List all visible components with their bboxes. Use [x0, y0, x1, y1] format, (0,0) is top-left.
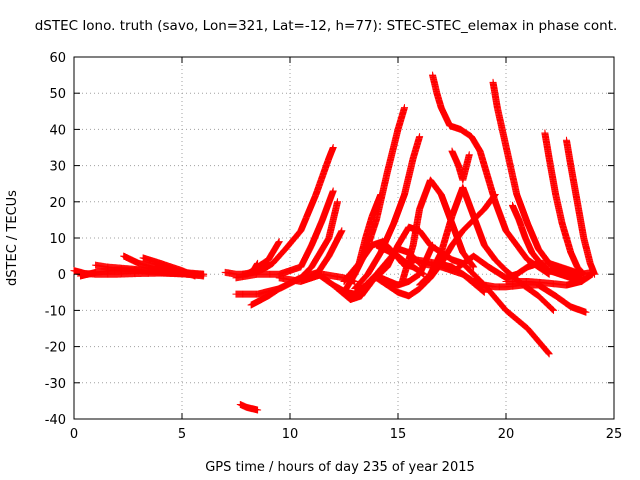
data-point-markers	[254, 238, 283, 271]
y-tick-label: 40	[49, 123, 66, 138]
x-tick-label: 10	[282, 427, 299, 442]
y-tick-label: 30	[49, 160, 66, 175]
satellite-track-6	[152, 259, 208, 280]
satellite-track-27	[448, 147, 473, 184]
satellite-track-25	[416, 183, 558, 314]
data-point-markers	[489, 78, 586, 282]
data-point-markers	[152, 259, 208, 280]
y-tick-label: 60	[49, 51, 66, 66]
data-point-markers	[562, 136, 599, 278]
data-point-markers	[372, 241, 590, 316]
x-tick-label: 25	[606, 427, 623, 442]
data-point-markers	[232, 187, 337, 282]
grid-lines	[74, 57, 614, 419]
satellite-track-26	[429, 71, 553, 278]
x-tick-label: 15	[390, 427, 407, 442]
data-marks	[70, 71, 599, 414]
x-tick-label: 5	[178, 427, 186, 442]
satellite-track-29	[489, 78, 586, 282]
y-tick-label: 50	[49, 87, 66, 102]
y-tick-label: -40	[45, 413, 66, 428]
y-tick-label: -20	[45, 341, 66, 356]
y-axis-label: dSTEC / TECUs	[5, 190, 20, 286]
data-point-markers	[448, 147, 473, 184]
y-tick-label: -30	[45, 377, 66, 392]
satellite-track-12	[254, 238, 283, 271]
y-tick-label: -10	[45, 304, 66, 319]
x-tick-label: 0	[70, 427, 78, 442]
data-point-markers	[398, 176, 478, 285]
satellite-track-31	[541, 129, 588, 278]
axis-ticks: 0 5 10 15 20 25 -40 -30 -20 -10 0 10 20 30 40 50 60	[45, 51, 623, 442]
chart-title: dSTEC Iono. truth (savo, Lon=321, Lat=-1…	[35, 18, 618, 34]
data-point-markers	[238, 144, 337, 278]
y-tick-label: 0	[58, 268, 66, 283]
satellite-track-13	[236, 401, 262, 414]
satellite-track-24	[398, 176, 478, 285]
y-tick-label: 10	[49, 232, 66, 247]
satellite-track-32	[562, 136, 599, 278]
y-tick-label: 20	[49, 196, 66, 211]
satellite-track-9	[232, 187, 337, 282]
data-point-markers	[429, 71, 553, 278]
satellite-track-33	[502, 270, 596, 289]
data-point-markers	[502, 270, 596, 289]
x-tick-label: 20	[498, 427, 515, 442]
data-point-markers	[329, 223, 553, 358]
data-point-markers	[541, 129, 588, 278]
satellite-track-21	[372, 241, 590, 316]
satellite-track-16	[329, 223, 553, 358]
satellite-track-30	[508, 201, 586, 285]
x-axis-label: GPS time / hours of day 235 of year 2015	[205, 460, 475, 475]
data-point-markers	[416, 183, 558, 314]
satellite-track-8	[238, 144, 337, 278]
data-point-markers	[508, 201, 586, 285]
data-point-markers	[236, 401, 262, 414]
